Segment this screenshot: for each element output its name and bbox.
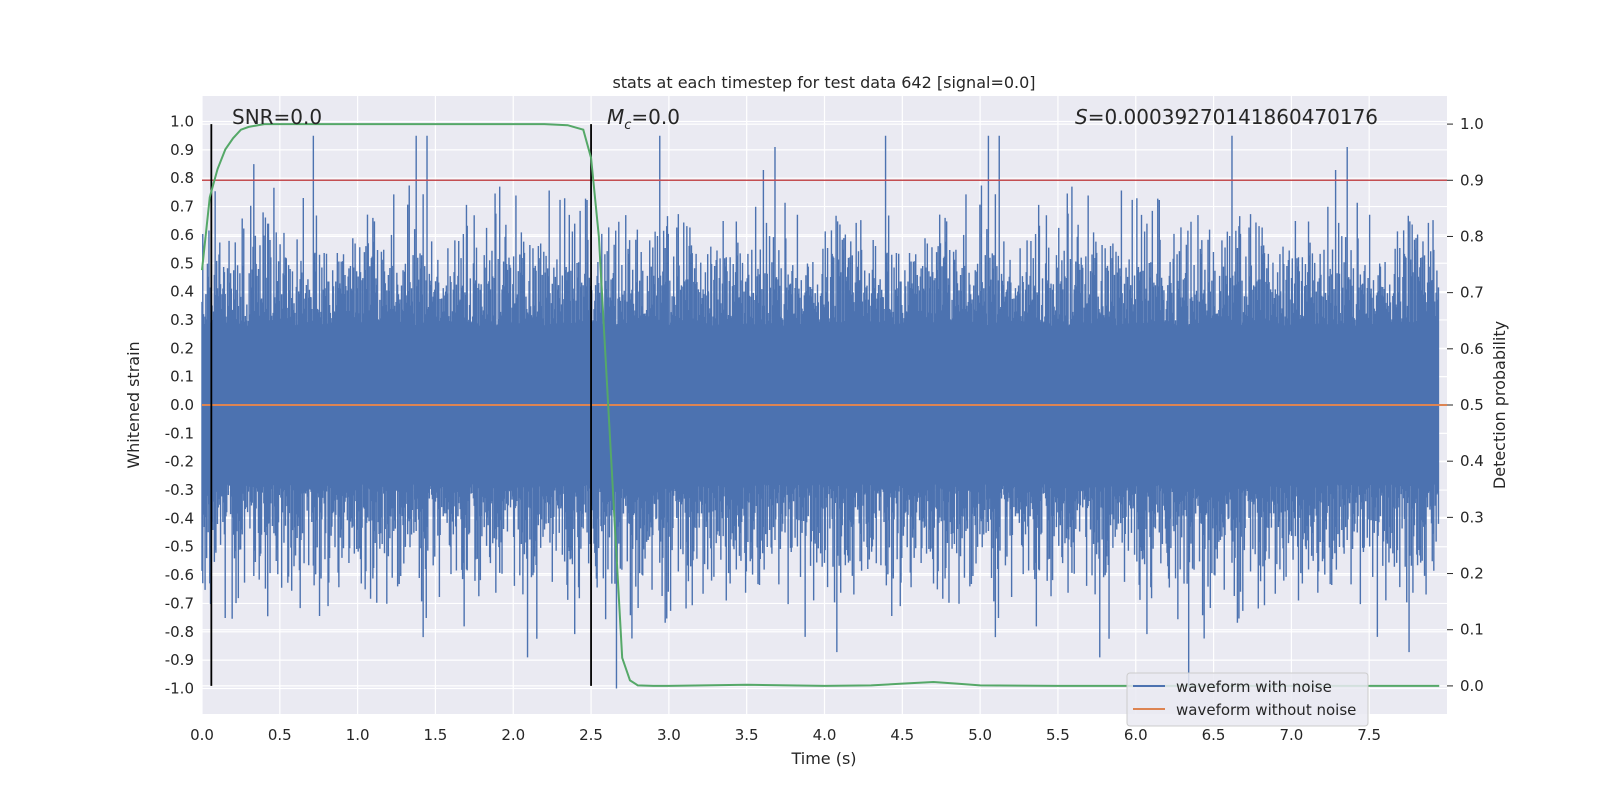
y-tick-label: 0.8: [170, 169, 194, 187]
vertical-markers: [210, 124, 592, 686]
x-tick-label: 2.0: [501, 726, 525, 744]
x-tick-label: 2.5: [579, 726, 603, 744]
y-tick-label: 0.3: [170, 311, 194, 329]
y2-axis-label: Detection probability: [1490, 321, 1509, 489]
x-tick-label: 7.0: [1279, 726, 1303, 744]
mc-value: =0.0: [631, 105, 680, 129]
mc-symbol: M: [607, 105, 624, 129]
y-tick-label: -0.8: [165, 623, 194, 641]
y-tick-label: -0.1: [165, 424, 194, 442]
y-tick-label: 0.5: [170, 254, 194, 272]
s-value: =0.00039270141860470176: [1088, 105, 1378, 129]
y2-tick-label: 1.0: [1460, 115, 1484, 133]
x-tick-labels: 0.0 0.5 1.0 1.5 2.0 2.5 3.0 3.5 4.0 4.5 5.0 5.5 6.0 6…: [190, 726, 1381, 744]
y2-tick-label: 0.2: [1460, 565, 1484, 583]
y2-tick-label: 0.8: [1460, 227, 1484, 245]
x-tick-label: 0.5: [268, 726, 292, 744]
legend-label-clean: waveform without noise: [1176, 701, 1356, 719]
x-tick-label: 5.5: [1046, 726, 1070, 744]
chart-title: stats at each timestep for test data 642…: [612, 73, 1035, 92]
y-tick-labels: 1.0 0.9 0.8 0.7 0.6 0.5 0.4 0.3 0.2 0.1 0.0 -0.1 -0.…: [165, 113, 194, 698]
y2-tick-label: 0.4: [1460, 452, 1484, 470]
s-symbol: S: [1075, 105, 1088, 129]
mc-subscript: c: [624, 118, 631, 133]
y-tick-label: 0.6: [170, 226, 194, 244]
y-tick-label: -0.6: [165, 566, 194, 584]
x-tick-label: 5.0: [968, 726, 992, 744]
x-tick-label: 7.5: [1357, 726, 1381, 744]
x-tick-label: 6.0: [1124, 726, 1148, 744]
x-tick-label: 0.0: [190, 726, 214, 744]
s-annotation: S=0.00039270141860470176: [1075, 105, 1378, 129]
y2-tick-label: 0.3: [1460, 508, 1484, 526]
x-tick-label: 1.5: [424, 726, 448, 744]
y2-tick-label: 0.0: [1460, 677, 1484, 695]
y-tick-label: 0.2: [170, 339, 194, 357]
y-tick-label: 1.0: [170, 113, 194, 131]
y-tick-label: -0.2: [165, 453, 194, 471]
x-axis-label: Time (s): [790, 749, 856, 768]
legend: waveform with noise waveform without noi…: [1126, 672, 1369, 727]
y-tick-label: -0.5: [165, 538, 194, 556]
y-axis-label: Whitened strain: [124, 341, 143, 468]
legend-label-noise: waveform with noise: [1176, 678, 1332, 696]
y-tick-label: -0.4: [165, 509, 194, 527]
y2-tick-label: 0.6: [1460, 340, 1484, 358]
y2-tick-label: 0.7: [1460, 284, 1484, 302]
y2-tick-label: 0.5: [1460, 396, 1484, 414]
x-tick-label: 6.5: [1202, 726, 1226, 744]
y2-tick-labels: 1.0 0.9 0.8 0.7 0.6 0.5 0.4 0.3 0.2 0.1 0.0: [1447, 115, 1484, 695]
y-tick-label: 0.1: [170, 368, 194, 386]
x-tick-label: 3.0: [657, 726, 681, 744]
legend-box: [1126, 672, 1369, 727]
x-tick-label: 1.0: [346, 726, 370, 744]
y-tick-label: 0.4: [170, 283, 194, 301]
y-tick-label: -1.0: [165, 679, 194, 697]
y-tick-label: -0.3: [165, 481, 194, 499]
mc-annotation: Mc=0.0: [607, 105, 680, 133]
y-tick-label: 0.9: [170, 141, 194, 159]
y-tick-label: -0.7: [165, 594, 194, 612]
y-tick-label: 0.0: [170, 396, 194, 414]
y2-tick-label: 0.1: [1460, 621, 1484, 639]
y2-tick-label: 0.9: [1460, 171, 1484, 189]
y-tick-label: 0.7: [170, 198, 194, 216]
y-tick-label: -0.9: [165, 651, 194, 669]
series-detection-probability: [201, 123, 1440, 687]
x-tick-label: 4.0: [813, 726, 837, 744]
snr-annotation: SNR=0.0: [232, 105, 322, 129]
x-tick-label: 3.5: [735, 726, 759, 744]
x-tick-label: 4.5: [890, 726, 914, 744]
